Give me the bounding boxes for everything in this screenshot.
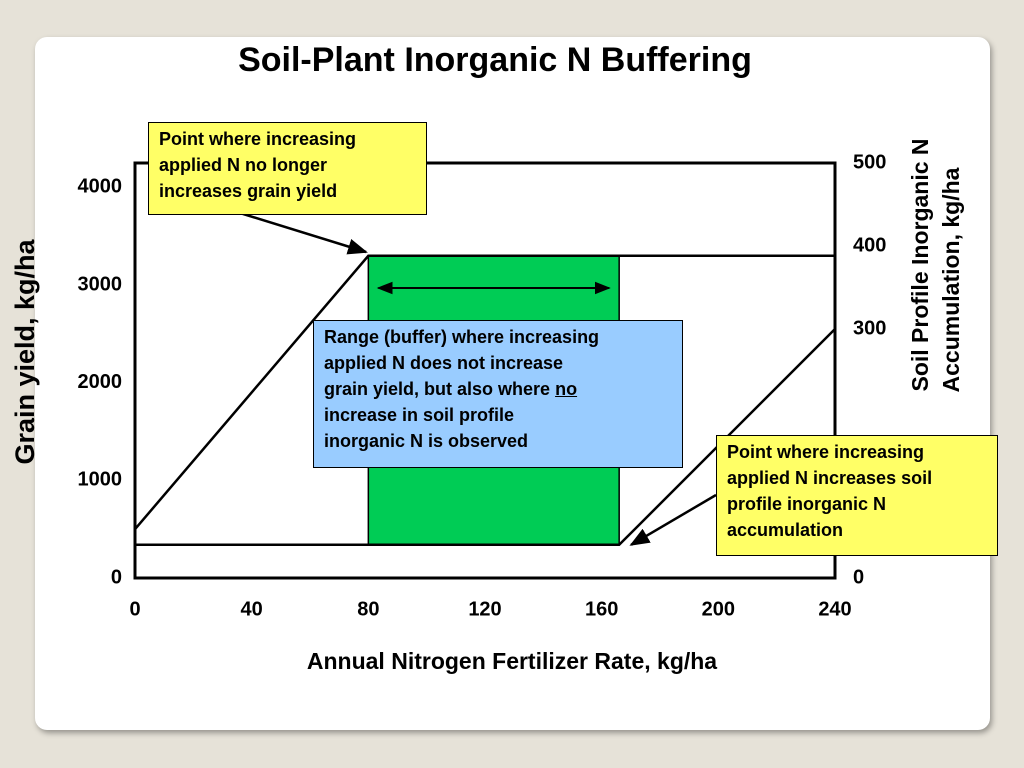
callout: Point where increasing applied N increase… <box>716 435 998 556</box>
callout-line: increases grain yield <box>159 181 338 201</box>
y2-axis-label: Accumulation, kg/ha <box>938 167 964 392</box>
callout-line: accumulation <box>727 520 844 540</box>
x-tick-label: 40 <box>241 598 263 620</box>
callout-emphasis: no <box>555 379 578 399</box>
y-tick-label: 3000 <box>78 273 123 295</box>
callout-line: Point where increasing <box>159 129 357 149</box>
plot-frame <box>133 161 837 580</box>
callout-line: increase in soil profile <box>324 405 515 425</box>
series-line <box>134 254 835 530</box>
y-tick-label: 4000 <box>78 176 123 198</box>
callout-line: applied N no longer <box>159 155 328 175</box>
y-tick-label: 1000 <box>78 469 123 491</box>
callout-line: applied N increases soil <box>727 468 933 488</box>
y2-tick-label: 0 <box>853 566 864 588</box>
callout-line: inorganic N is observed <box>324 431 529 451</box>
callout-line: Range (buffer) where increasing <box>324 327 600 347</box>
chart-title: Soil-Plant Inorganic N Buffering <box>238 41 752 79</box>
x-axis-label: Annual Nitrogen Fertilizer Rate, kg/ha <box>307 648 717 674</box>
callout-line: applied N does not increase <box>324 353 564 373</box>
y2-tick-label: 400 <box>853 234 886 256</box>
x-tick-label: 160 <box>585 598 618 620</box>
x-tick-label: 80 <box>357 598 379 620</box>
callout-line: Point where increasing <box>727 442 925 462</box>
y-tick-label: 2000 <box>78 371 123 393</box>
y2-tick-label: 300 <box>853 317 886 339</box>
y2-axis-label: Soil Profile Inorganic N <box>907 138 933 391</box>
callout-text: grain yield, but also where <box>324 379 551 399</box>
y-tick-label: 0 <box>111 566 122 588</box>
callout-line: profile inorganic N <box>727 494 887 514</box>
callout-arrow <box>239 211 368 255</box>
callout: Range (buffer) where increasing applied N… <box>313 320 683 468</box>
x-tick-label: 240 <box>818 598 851 620</box>
callout-line: grain yield, but also where no <box>324 376 672 402</box>
x-tick-label: 0 <box>129 598 140 620</box>
x-tick-label: 200 <box>702 598 735 620</box>
callout: Point where increasing applied N no longe… <box>148 122 427 215</box>
y-axis-label: Grain yield, kg/ha <box>10 238 40 464</box>
series-line <box>135 328 836 547</box>
y2-tick-label: 500 <box>853 151 886 173</box>
callout-arrow <box>629 493 717 546</box>
x-tick-label: 120 <box>468 598 501 620</box>
